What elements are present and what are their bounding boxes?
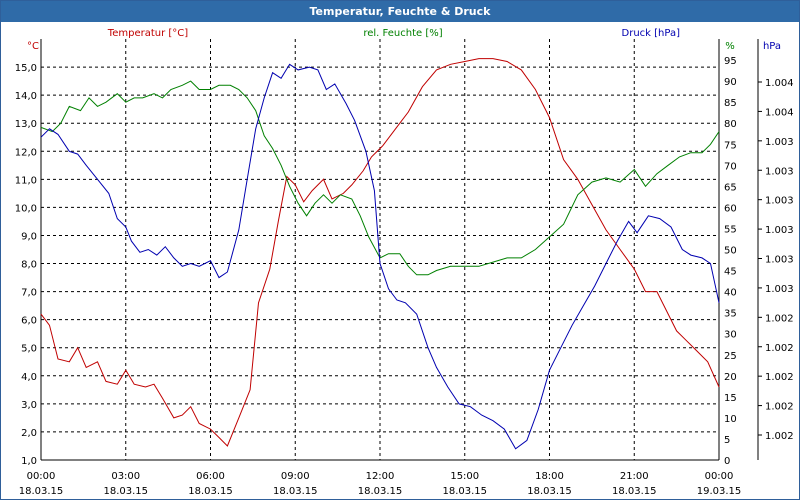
x-tick-date: 18.03.15 xyxy=(273,486,318,497)
humidity-tick-label: 65 xyxy=(724,182,737,193)
x-tick-time: 15:00 xyxy=(450,471,479,482)
humidity-tick-label: 75 xyxy=(724,140,737,151)
humidity-tick-label: 90 xyxy=(724,77,737,88)
pressure-unit-label: hPa xyxy=(763,41,781,52)
pressure-tick-label: 1.003 xyxy=(765,225,794,236)
pressure-axis-label: Druck [hPa] xyxy=(622,28,681,39)
x-tick-date: 18.03.15 xyxy=(188,486,233,497)
humidity-tick-label: 0 xyxy=(724,456,730,467)
x-tick-time: 00:00 xyxy=(705,471,734,482)
x-tick-time: 03:00 xyxy=(111,471,140,482)
humidity-unit-label: % xyxy=(725,41,735,52)
humidity-tick-label: 95 xyxy=(724,56,737,67)
temperature-tick-label: 4,0 xyxy=(21,372,37,383)
temperature-tick-label: 5,0 xyxy=(21,344,37,355)
pressure-tick-label: 1.004 xyxy=(765,78,794,89)
pressure-tick-label: 1.004 xyxy=(765,107,794,118)
temperature-tick-label: 10,0 xyxy=(15,203,37,214)
humidity-tick-label: 40 xyxy=(724,288,737,299)
humidity-tick-label: 60 xyxy=(724,203,737,214)
x-tick-date: 18.03.15 xyxy=(612,486,657,497)
pressure-tick-label: 1.003 xyxy=(765,166,794,177)
pressure-tick-label: 1.003 xyxy=(765,137,794,148)
temperature-tick-label: 9,0 xyxy=(21,231,37,242)
pressure-tick-label: 1.003 xyxy=(765,284,794,295)
x-tick-time: 18:00 xyxy=(535,471,564,482)
humidity-tick-label: 80 xyxy=(724,119,737,130)
temperature-tick-label: 14,0 xyxy=(15,91,37,102)
temperature-tick-label: 7,0 xyxy=(21,288,37,299)
x-tick-date: 18.03.15 xyxy=(527,486,572,497)
pressure-series-line xyxy=(40,63,720,450)
axis-ticks: 00:00 18.03.15 03:00 18.03.15 06:00 18.03.15 0… xyxy=(15,56,794,497)
temperature-tick-label: 3,0 xyxy=(21,400,37,411)
pressure-tick-label: 1.002 xyxy=(765,431,794,442)
pressure-tick-label: 1.003 xyxy=(765,255,794,266)
temperature-tick-label: 2,0 xyxy=(21,428,37,439)
pressure-tick-label: 1.002 xyxy=(765,372,794,383)
humidity-tick-label: 5 xyxy=(724,435,730,446)
pressure-tick-label: 1.002 xyxy=(765,313,794,324)
x-tick-date: 18.03.15 xyxy=(358,486,403,497)
humidity-tick-label: 70 xyxy=(724,161,737,172)
humidity-tick-label: 20 xyxy=(724,372,737,383)
humidity-tick-label: 15 xyxy=(724,393,737,404)
x-tick-time: 21:00 xyxy=(620,471,649,482)
temperature-tick-label: 15,0 xyxy=(15,63,37,74)
humidity-tick-label: 35 xyxy=(724,309,737,320)
pressure-tick-label: 1.003 xyxy=(765,196,794,207)
x-tick-time: 06:00 xyxy=(196,471,225,482)
humidity-tick-label: 10 xyxy=(724,414,737,425)
temperature-tick-label: 8,0 xyxy=(21,260,37,271)
temperature-unit-label: °C xyxy=(27,41,39,52)
x-tick-date: 18.03.15 xyxy=(19,486,64,497)
temperature-tick-label: 1,0 xyxy=(21,456,37,467)
temperature-tick-label: 12,0 xyxy=(15,147,37,158)
x-tick-time: 12:00 xyxy=(366,471,395,482)
humidity-tick-label: 55 xyxy=(724,224,737,235)
x-tick-time: 09:00 xyxy=(281,471,310,482)
humidity-tick-label: 50 xyxy=(724,246,737,257)
x-tick-date: 18.03.15 xyxy=(103,486,148,497)
humidity-series-line xyxy=(40,80,720,276)
humidity-tick-label: 85 xyxy=(724,98,737,109)
temperature-tick-label: 6,0 xyxy=(21,316,37,327)
humidity-tick-label: 25 xyxy=(724,351,737,362)
window-title: Temperatur, Feuchte & Druck xyxy=(1,1,799,22)
pressure-tick-label: 1.002 xyxy=(765,343,794,354)
humidity-tick-label: 30 xyxy=(724,330,737,341)
humidity-axis-label: rel. Feuchte [%] xyxy=(363,28,442,39)
temperature-tick-label: 13,0 xyxy=(15,119,37,130)
temperature-tick-label: 11,0 xyxy=(15,175,37,186)
pressure-tick-label: 1.002 xyxy=(765,402,794,413)
humidity-tick-label: 45 xyxy=(724,267,737,278)
x-tick-date: 18.03.15 xyxy=(442,486,487,497)
temperature-axis-label: Temperatur [°C] xyxy=(107,28,188,39)
x-tick-date: 19.03.15 xyxy=(697,486,742,497)
grid xyxy=(40,39,759,461)
x-tick-time: 00:00 xyxy=(27,471,56,482)
series-lines xyxy=(40,58,720,450)
temperature-series-line xyxy=(40,58,720,447)
